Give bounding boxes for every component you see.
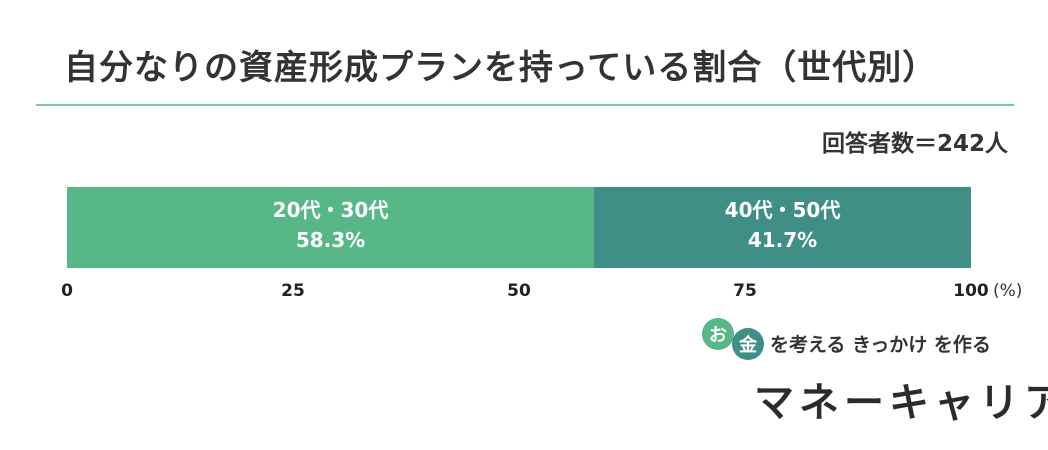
x-tick-label: 75 — [733, 281, 757, 301]
title-divider — [36, 104, 1014, 106]
segment-value-label: 58.3% — [296, 228, 365, 252]
x-axis-unit: (%) — [993, 281, 1022, 301]
segment-value-label: 41.7% — [748, 228, 817, 252]
bar-segment-2 — [594, 187, 971, 268]
chart-title: 自分なりの資産形成プランを持っている割合（世代別） — [64, 48, 938, 88]
logo-bubble-kin: 金 — [732, 328, 764, 360]
segment-category-label: 40代・50代 — [725, 198, 841, 222]
segment-category-label: 20代・30代 — [273, 198, 389, 222]
x-tick-label: 100 — [953, 281, 989, 301]
x-tick-label: 0 — [61, 281, 73, 301]
x-tick-label: 25 — [281, 281, 305, 301]
brand-logo: お 金 を考える きっかけ を作る マネーキャリア — [702, 318, 1048, 428]
respondent-count: 回答者数＝242人 — [821, 131, 1008, 157]
bar-segment-1 — [67, 187, 595, 268]
logo-bubble-o: お — [702, 318, 734, 350]
x-tick-label: 50 — [507, 281, 531, 301]
logo-brand-name: マネーキャリア — [754, 380, 1048, 426]
logo-tagline: を考える きっかけ を作る — [770, 334, 991, 356]
